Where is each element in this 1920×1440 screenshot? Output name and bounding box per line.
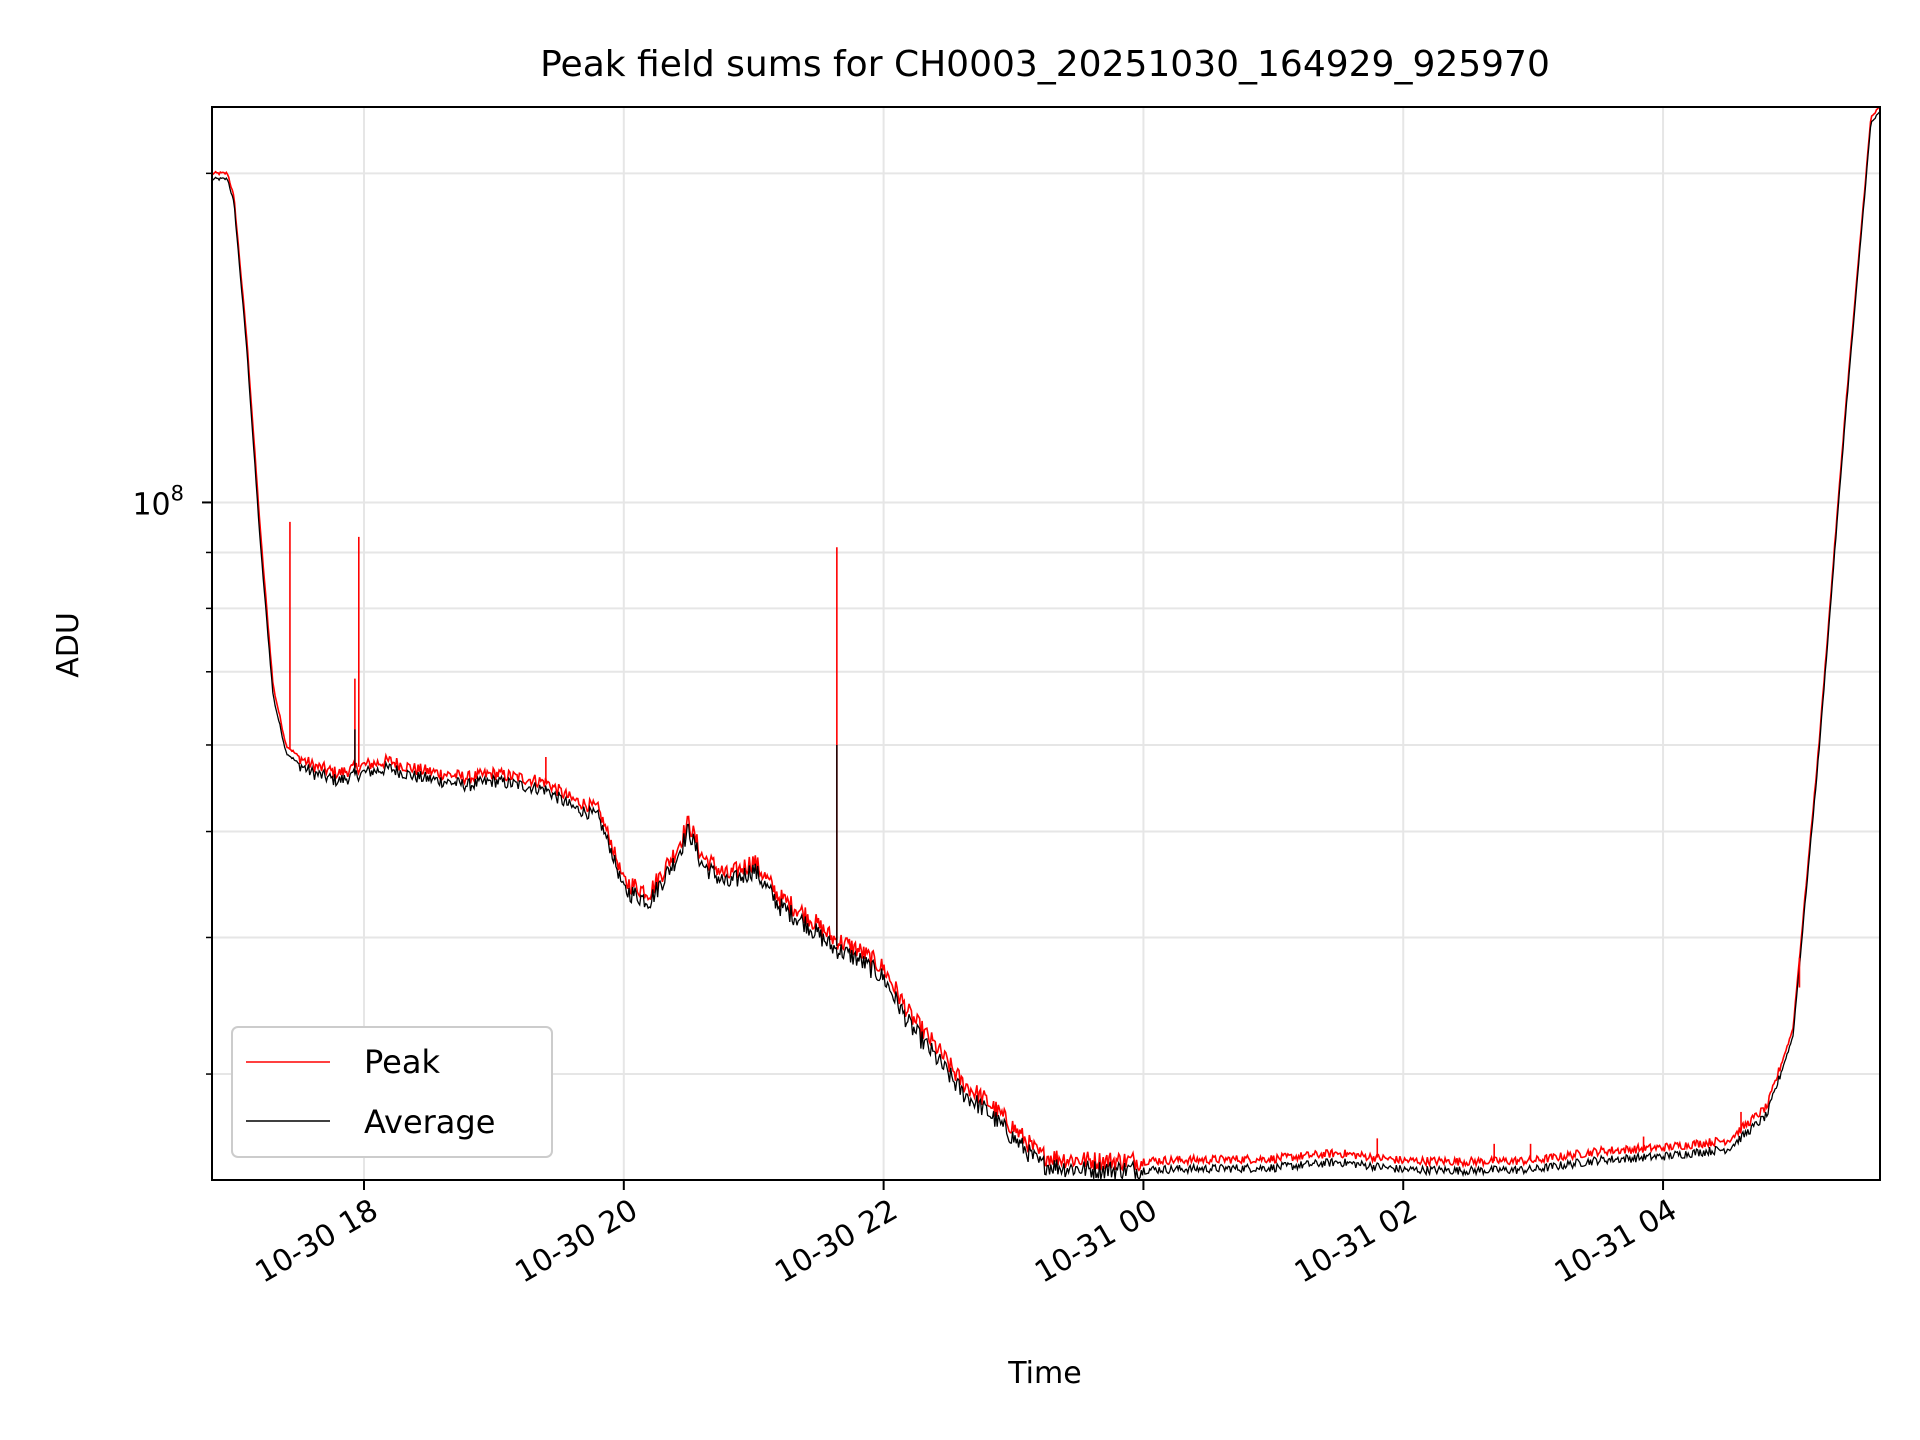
y-axis: 108 <box>132 172 212 1075</box>
plot-background <box>212 107 1880 1180</box>
plot-frame <box>211 106 1881 1181</box>
series-line-peak <box>212 107 1880 1172</box>
y-axis-label: ADU <box>51 612 86 678</box>
grid <box>212 107 1880 1180</box>
legend: Peak Average <box>231 1026 553 1158</box>
x-axis-label: Time <box>1007 1356 1081 1391</box>
legend-box <box>231 1026 553 1158</box>
legend-average-label: Average <box>364 1103 495 1141</box>
y-tick-label: 108 <box>132 481 184 522</box>
legend-peak-label: Peak <box>364 1043 440 1081</box>
chart-title: Peak field sums for CH0003_20251030_1649… <box>540 44 1550 85</box>
series-line-average <box>212 110 1880 1180</box>
series-layer <box>212 107 1880 1180</box>
